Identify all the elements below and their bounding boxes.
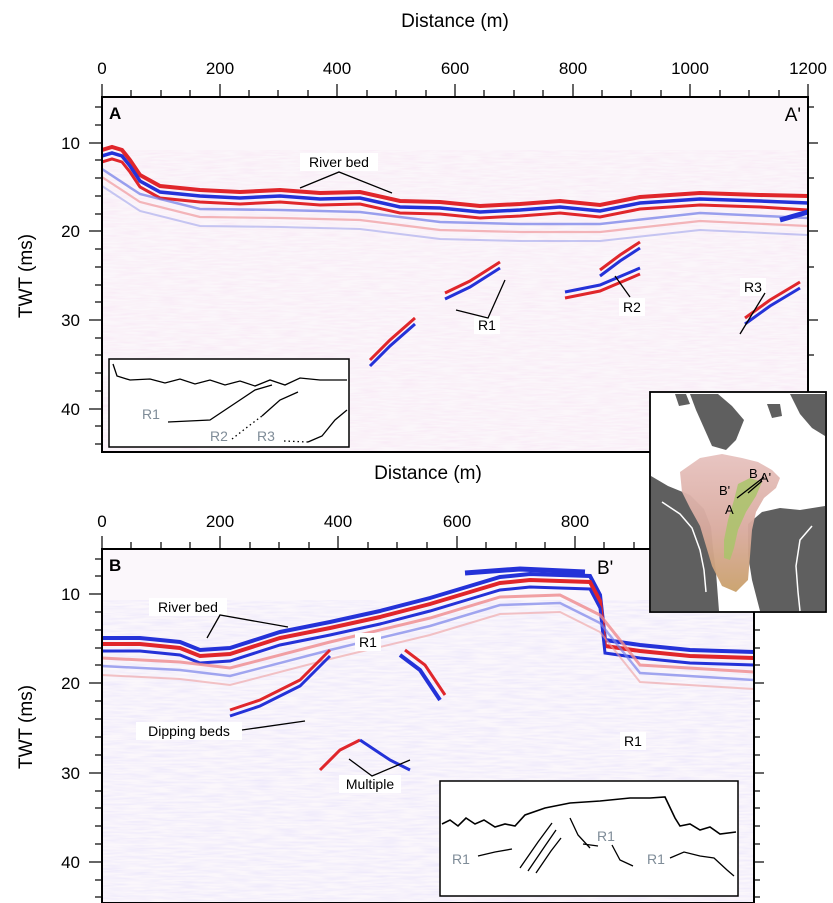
map-label-b: B [749, 466, 758, 481]
map-label-a-prime: A' [760, 470, 771, 485]
location-map: B A' B' A [649, 391, 827, 613]
panel-a-x-tick-label: 600 [441, 59, 469, 78]
panel-b-x-tick-label: 0 [97, 512, 106, 531]
map-label-b-prime: B' [719, 483, 730, 498]
panel-b-x-axis-title: Distance (m) [374, 463, 482, 484]
panel-a-x-tick-label: 0 [97, 59, 106, 78]
panel-b-y-axis-title: TWT (ms) [16, 685, 37, 769]
panel-a: Distance (m) 0 200 400 600 800 1000 1200… [16, 11, 827, 453]
inset-label-r1: R1 [597, 828, 615, 844]
panel-b-y-tick-label: 40 [61, 853, 80, 872]
map-shoreline [795, 525, 813, 612]
leader-line [206, 614, 289, 639]
annotation-r1: R1 [624, 733, 642, 749]
annotation-r3: R3 [744, 279, 762, 295]
panel-b-annotations: River bed R1 Dipping beds Multiple R1 [136, 598, 646, 793]
panel-b-y-tick-label: 20 [61, 674, 80, 693]
panel-a-annotations: River bed R1 R2 R3 [299, 153, 766, 335]
panel-a-x-tick-label: 1200 [789, 59, 827, 78]
panel-b-x-tick-label: 800 [561, 512, 589, 531]
inset-label-r1: R1 [452, 851, 470, 867]
annotation-r1: R1 [478, 317, 496, 333]
inset-label-r1: R1 [142, 406, 160, 422]
panel-a-x-tick-label: 1000 [671, 59, 709, 78]
panel-a-x-axis-title: Distance (m) [401, 11, 509, 32]
panel-b-interpretation-inset: R1 R1 R1 [439, 780, 739, 897]
panel-a-y-tick-label: 30 [61, 311, 80, 330]
panel-b-y-tick-label: 10 [61, 585, 80, 604]
leader-line [299, 171, 393, 194]
panel-b-y-ticks [89, 558, 764, 898]
map-profile-lines [736, 476, 765, 499]
panel-b-frame [101, 548, 755, 903]
panel-a-x-tick-labels: 0 200 400 600 800 1000 1200 [97, 59, 827, 78]
map-labels: B A' B' A [719, 466, 771, 517]
annotation-multiple: Multiple [346, 776, 394, 792]
panel-a-seismic-section [102, 97, 808, 452]
panel-b-x-ticks [101, 536, 635, 549]
panel-b-x-tick-label: 400 [324, 512, 352, 531]
inset-label-r1: R1 [647, 851, 665, 867]
inset-label-r2: R2 [210, 428, 228, 444]
leader-line [455, 279, 506, 319]
leader-line [614, 275, 631, 298]
panel-a-y-tick-labels: 10 20 30 40 [61, 134, 80, 419]
inset-label-r3: R3 [257, 428, 275, 444]
panel-a-label: A [109, 104, 121, 123]
panel-b-end-label: B' [597, 558, 613, 579]
map-shoreline [661, 501, 707, 593]
panel-a-x-tick-label: 400 [323, 59, 351, 78]
panel-b-y-tick-labels: 10 20 30 40 [61, 585, 80, 872]
panel-b-label: B [109, 556, 121, 575]
panel-a-y-tick-label: 40 [61, 400, 80, 419]
map-land [651, 394, 825, 611]
leader-line [739, 292, 766, 335]
panel-b-reflector-events [229, 566, 586, 772]
panel-a-y-axis-title: TWT (ms) [16, 234, 37, 318]
map-channel-highlight [724, 478, 762, 560]
panel-a-y-ticks [89, 106, 818, 445]
panel-a-x-tick-label: 800 [559, 59, 587, 78]
panel-b-x-tick-labels: 0 200 400 600 800 [97, 512, 589, 531]
panel-a-frame [101, 96, 809, 453]
panel-a-end-label: A' [785, 105, 801, 126]
leader-line [348, 758, 411, 777]
panel-a-y-tick-label: 20 [61, 222, 80, 241]
panel-b: Distance (m) 0 200 400 600 800 TWT (ms) … [16, 463, 764, 903]
leader-line [241, 720, 306, 731]
panel-b-x-tick-label: 600 [443, 512, 471, 531]
panel-b-y-tick-label: 30 [61, 764, 80, 783]
map-label-a: A [725, 502, 734, 517]
annotation-r1: R1 [359, 634, 377, 650]
annotation-river-bed: River bed [158, 599, 218, 615]
panel-a-interpretation-inset: R1 R2 R3 [108, 358, 350, 448]
annotation-dipping-beds: Dipping beds [148, 723, 230, 739]
panel-a-y-tick-label: 10 [61, 134, 80, 153]
annotation-river-bed: River bed [309, 154, 369, 170]
annotation-r2: R2 [623, 299, 641, 315]
panel-a-x-tick-label: 200 [206, 59, 234, 78]
panel-b-x-tick-label: 200 [206, 512, 234, 531]
panel-a-x-ticks [101, 84, 809, 97]
